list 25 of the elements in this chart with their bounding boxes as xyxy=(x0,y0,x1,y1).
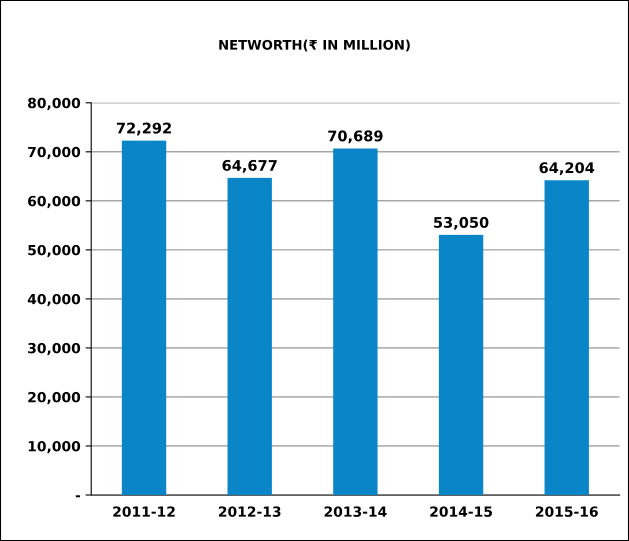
chart-title: NETWORTH(₹ IN MILLION) xyxy=(219,40,410,52)
y-tick-label: 70,000 xyxy=(28,146,80,160)
bar xyxy=(122,140,166,496)
data-label: 70,689 xyxy=(328,130,383,144)
y-tick-label: 60,000 xyxy=(28,196,80,208)
data-label: 64,677 xyxy=(222,160,277,173)
x-tick-label: 2011-12 xyxy=(113,506,175,517)
y-tick-label: 50,000 xyxy=(28,244,80,258)
y-tick-label: 20,000 xyxy=(28,392,80,404)
data-label: 64,204 xyxy=(539,162,594,176)
data-label: 53,050 xyxy=(434,216,488,230)
y-tick-label: 30,000 xyxy=(28,342,80,356)
y-tick-label: - xyxy=(76,495,80,498)
bar xyxy=(438,234,484,496)
data-label: 72,292 xyxy=(116,122,171,136)
x-tick-label: 2012-13 xyxy=(218,506,280,517)
x-tick-label: 2014-15 xyxy=(430,506,492,517)
bar xyxy=(228,178,272,496)
bar xyxy=(333,148,378,496)
x-tick-label: 2013-14 xyxy=(324,506,387,517)
x-tick-label: 2015-16 xyxy=(536,506,598,517)
y-tick-label: 10,000 xyxy=(28,440,80,454)
y-tick-label: 80,000 xyxy=(28,98,80,110)
bar xyxy=(544,180,589,496)
y-tick-label: 40,000 xyxy=(28,294,80,306)
